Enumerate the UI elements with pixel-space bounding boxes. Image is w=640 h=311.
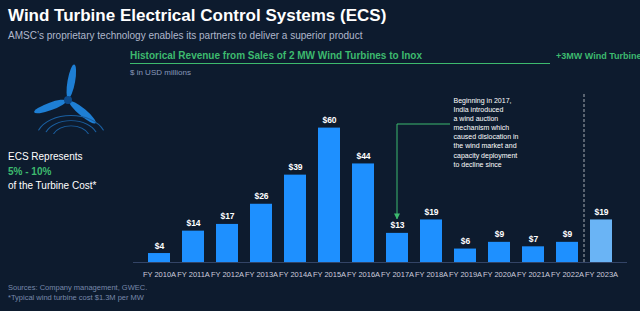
html-text:of the Turbine Cost*: of the Turbine Cost* [8,180,97,191]
svg-text:$19: $19 [424,207,438,217]
svg-text:FY 2017A: FY 2017A [381,270,414,279]
svg-text:FY 2019A: FY 2019A [449,270,482,279]
svg-text:FY 2016A: FY 2016A [347,270,380,279]
svg-text:$14: $14 [186,218,200,228]
svg-text:$44: $44 [356,151,370,161]
svg-text:FY 2022A: FY 2022A [551,270,584,279]
html-text:AMSC’s proprietary technology: AMSC’s proprietary technology enables it… [8,30,363,41]
svg-text:$9: $9 [495,229,505,239]
svg-text:$39: $39 [288,162,302,172]
svg-text:$26: $26 [254,191,268,201]
svg-text:$6: $6 [461,236,471,246]
svg-text:$60: $60 [322,115,336,125]
svg-text:FY 2021A: FY 2021A [517,270,550,279]
svg-text:$7: $7 [529,234,539,244]
svg-text:FY 2013A: FY 2013A [245,270,278,279]
html-text:$ in USD millions: $ in USD millions [130,68,191,77]
svg-text:FY 2018A: FY 2018A [415,270,448,279]
svg-text:$19: $19 [594,207,608,217]
html-text:5% - 10%: 5% - 10% [8,165,52,177]
svg-text:$13: $13 [390,220,404,230]
svg-text:FY 2015A: FY 2015A [313,270,346,279]
svg-text:Beginning in 2017,India introd: Beginning in 2017,India introduceda wind… [454,97,519,168]
svg-text:$17: $17 [220,211,234,221]
svg-text:FY 2020A: FY 2020A [483,270,516,279]
svg-text:$9: $9 [563,229,573,239]
svg-text:FY 2014A: FY 2014A [279,270,312,279]
html-text:ECS Represents: ECS Represents [8,151,83,162]
svg-text:FY 2010A: FY 2010A [143,270,176,279]
svg-text:FY 2012A: FY 2012A [211,270,244,279]
html-text:Historical Revenue from Sales: Historical Revenue from Sales of 2 MW Wi… [130,50,422,61]
html-text:Sources: Company management, G: Sources: Company management, GWEC. *Typi… [8,283,148,303]
svg-text:$4: $4 [155,241,165,251]
html-text:Wind Turbine Electrical Contro: Wind Turbine Electrical Control Systems … [8,6,387,25]
svg-text:FY 2023A: FY 2023A [585,270,618,279]
svg-text:FY 2011A: FY 2011A [177,270,210,279]
